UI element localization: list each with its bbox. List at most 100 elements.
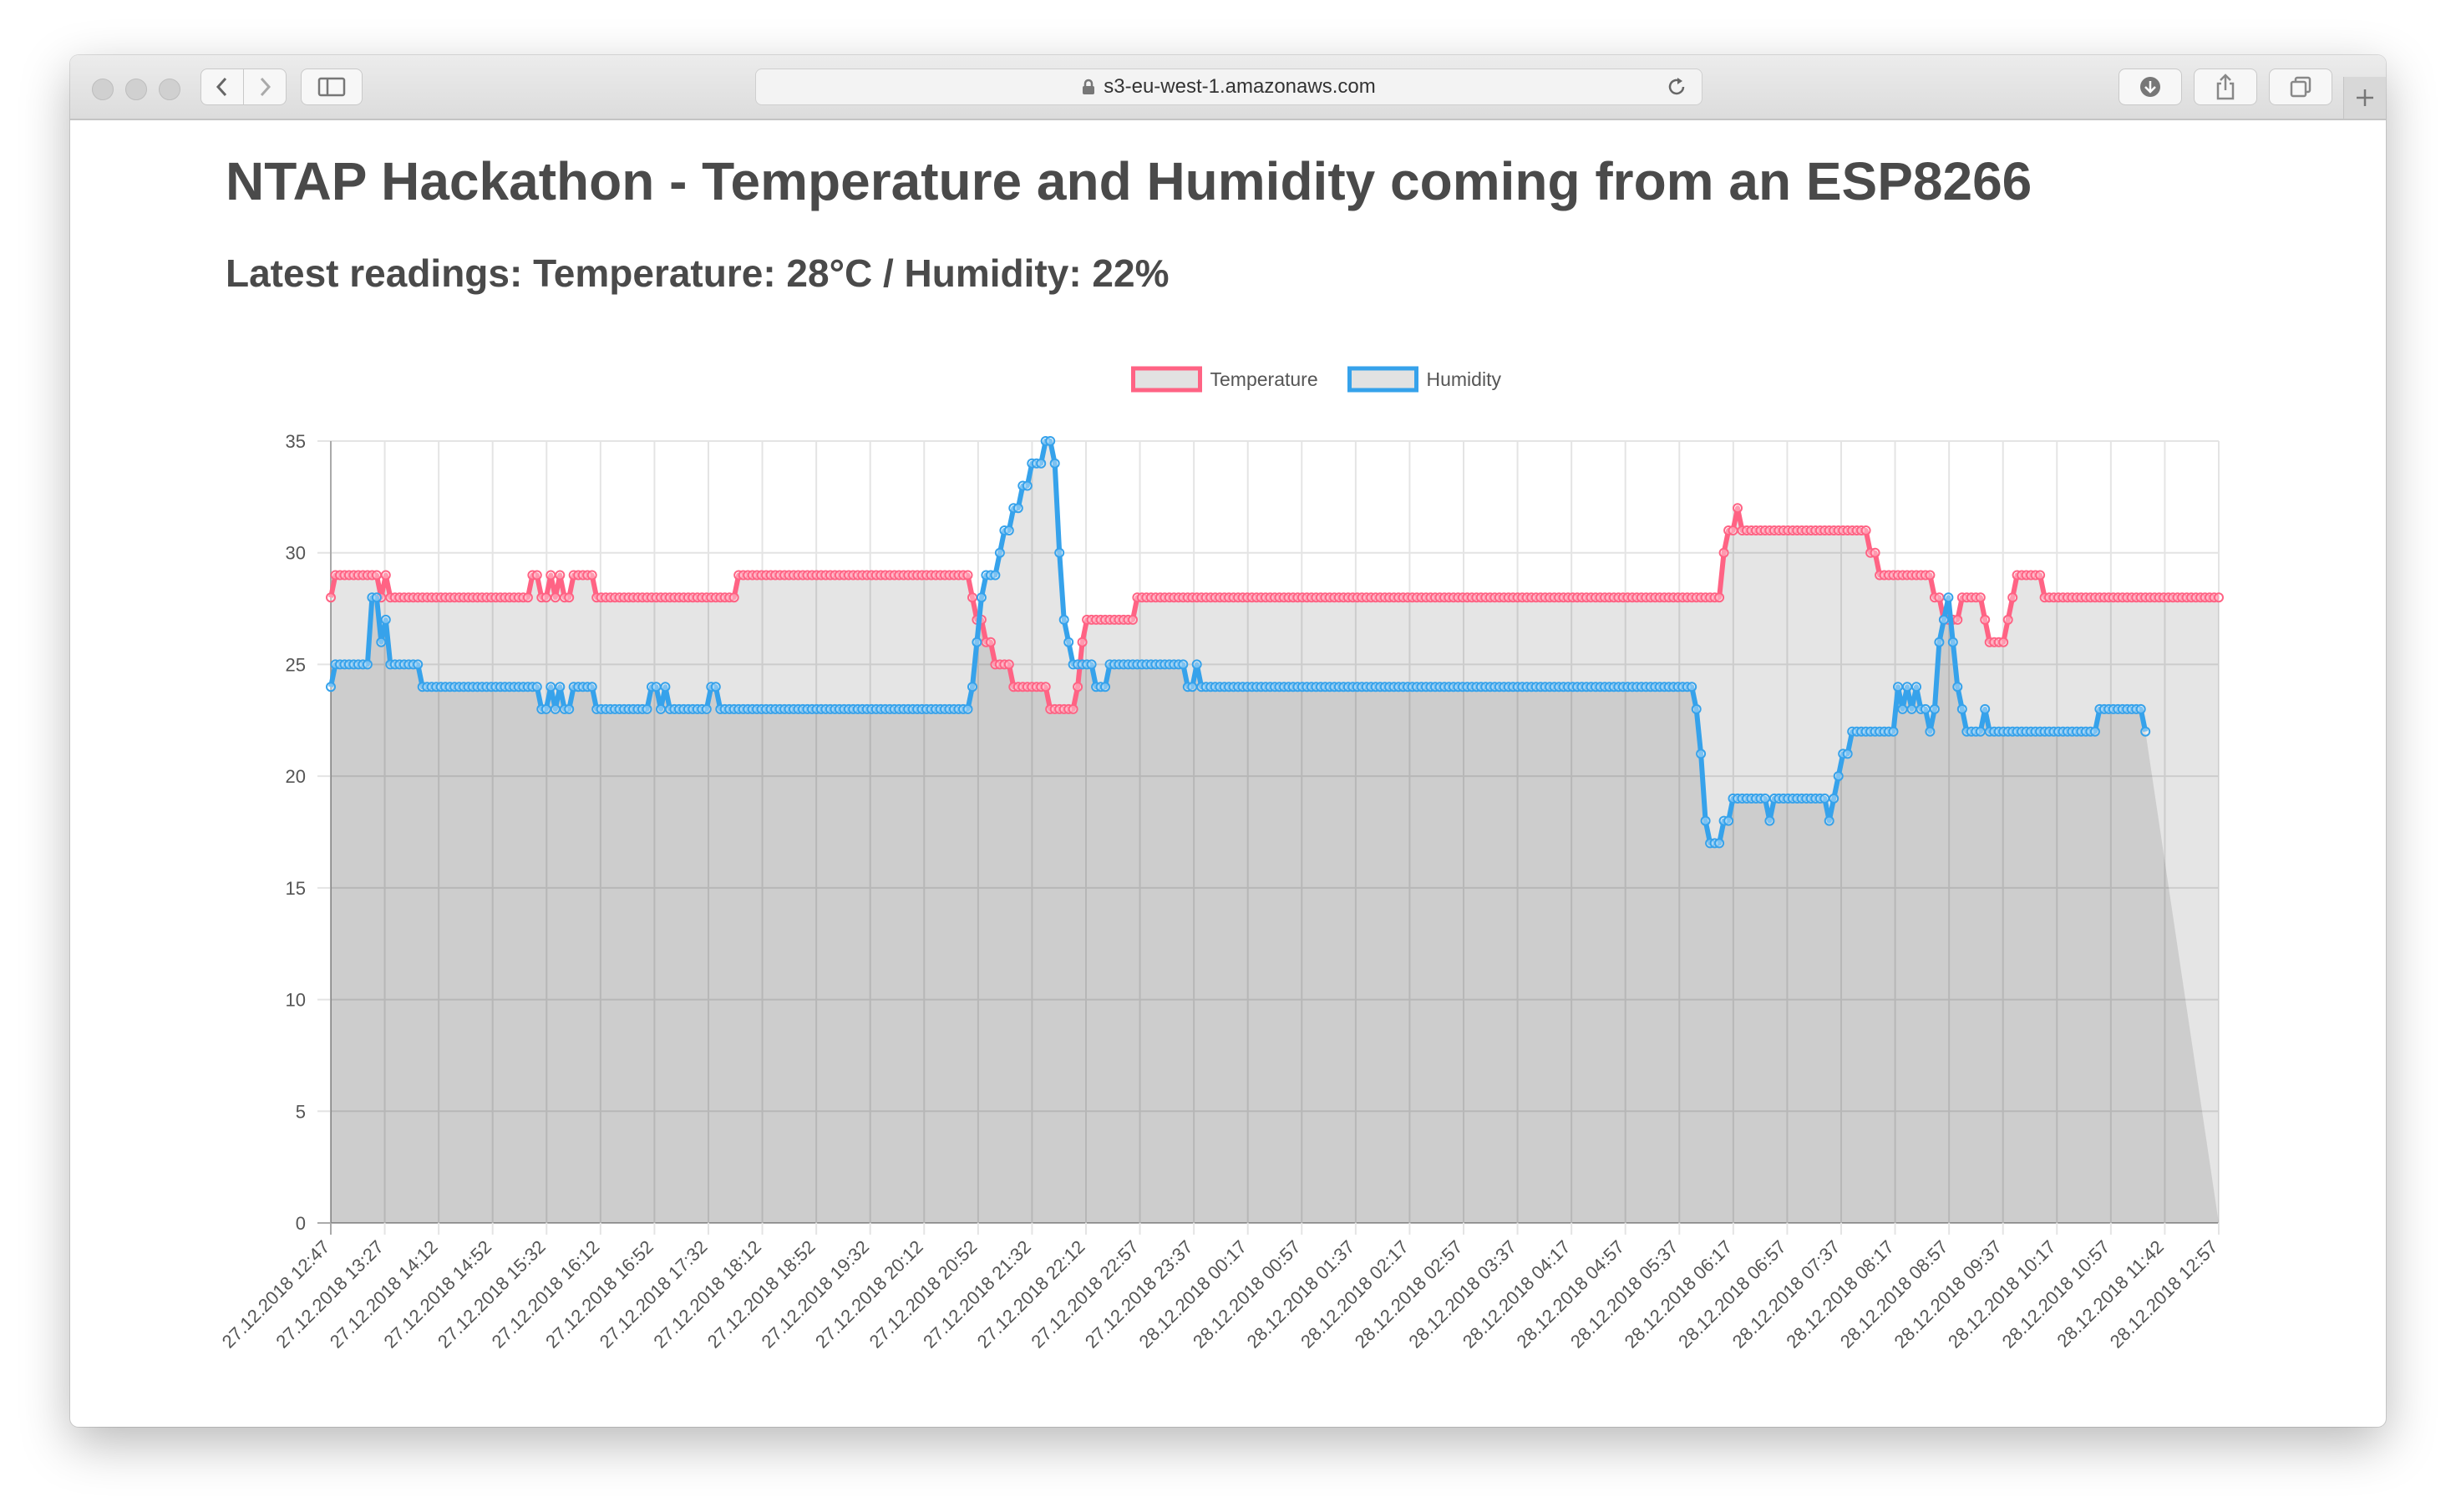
data-point — [1934, 592, 1945, 603]
data-point — [1998, 637, 2009, 647]
data-point — [1925, 570, 1936, 581]
data-point — [1728, 525, 1738, 535]
lock-icon — [1083, 79, 1095, 94]
address-url: s3-eu-west-1.amazonaws.com — [1104, 75, 1376, 98]
data-point — [1860, 525, 1871, 535]
data-point — [2035, 570, 2046, 581]
data-point — [1003, 659, 1014, 670]
series-area — [331, 508, 2219, 1223]
data-point — [371, 570, 382, 581]
y-tick-label: 20 — [286, 766, 306, 787]
data-point — [564, 703, 575, 714]
data-point — [1714, 592, 1725, 603]
y-tick-label: 10 — [286, 990, 306, 1011]
data-point — [990, 570, 1001, 581]
data-point — [1947, 637, 1958, 647]
tabs-overview-button[interactable] — [2269, 68, 2332, 105]
y-tick-label: 0 — [296, 1213, 306, 1234]
data-point — [967, 592, 977, 603]
data-point — [1824, 815, 1834, 826]
forward-button[interactable] — [243, 68, 287, 105]
zoom-window-button[interactable] — [159, 79, 180, 100]
data-point — [555, 570, 566, 581]
data-point — [1943, 592, 1954, 603]
reload-icon[interactable] — [1665, 75, 1688, 99]
data-point — [1178, 659, 1189, 670]
data-point — [1068, 703, 1078, 714]
address-bar[interactable]: s3-eu-west-1.amazonaws.com — [755, 68, 1702, 105]
data-point — [1128, 614, 1138, 625]
data-point — [1897, 703, 1908, 714]
data-point — [962, 570, 973, 581]
tabs-icon — [2290, 76, 2311, 98]
y-tick-label: 30 — [286, 543, 306, 564]
data-point — [545, 682, 556, 693]
data-point — [976, 592, 987, 603]
data-point — [651, 682, 662, 693]
data-point — [1187, 682, 1198, 693]
data-point — [380, 570, 391, 581]
minimize-window-button[interactable] — [125, 79, 147, 100]
data-point — [967, 682, 977, 693]
page-title: NTAP Hackathon - Temperature and Humidit… — [226, 151, 2032, 211]
data-point — [550, 592, 561, 603]
data-point — [1952, 614, 1963, 625]
close-window-button[interactable] — [92, 79, 114, 100]
data-point — [710, 682, 721, 693]
data-point — [1842, 748, 1853, 759]
downloads-button[interactable] — [2119, 68, 2182, 105]
data-point — [1920, 703, 1931, 714]
data-point — [1888, 726, 1899, 737]
data-point — [564, 592, 575, 603]
browser-toolbar: s3-eu-west-1.amazonaws.com — [70, 55, 2386, 120]
data-point — [1040, 682, 1051, 693]
data-point — [326, 682, 336, 693]
data-point — [1003, 525, 1014, 535]
data-point — [2089, 726, 2100, 737]
legend-label: Humidity — [1427, 368, 1502, 390]
data-point — [380, 614, 391, 625]
data-point — [555, 682, 566, 693]
data-point — [1700, 815, 1711, 826]
data-point — [1952, 682, 1963, 693]
data-point — [550, 703, 561, 714]
data-point — [962, 703, 973, 714]
data-point — [656, 703, 666, 714]
data-point — [1696, 748, 1707, 759]
data-point — [326, 592, 336, 603]
data-point — [1929, 703, 1940, 714]
data-point — [371, 592, 382, 603]
data-point — [1718, 547, 1729, 558]
data-point — [642, 703, 652, 714]
data-point — [1022, 480, 1033, 491]
data-point — [522, 592, 533, 603]
y-tick-label: 35 — [286, 431, 306, 452]
share-button[interactable] — [2194, 68, 2257, 105]
sidebar-icon — [317, 77, 346, 97]
data-point — [540, 703, 551, 714]
data-point — [2135, 703, 2146, 714]
y-tick-label: 25 — [286, 654, 306, 675]
data-point — [1086, 659, 1097, 670]
data-point — [1036, 458, 1047, 469]
data-point — [1829, 793, 1839, 804]
data-point — [531, 570, 542, 581]
download-icon — [2140, 77, 2160, 97]
data-point — [728, 592, 739, 603]
data-point — [1191, 659, 1202, 670]
data-point — [1063, 637, 1074, 647]
back-button[interactable] — [200, 68, 244, 105]
data-point — [1723, 815, 1734, 826]
y-tick-label: 15 — [286, 878, 306, 899]
data-point — [540, 592, 551, 603]
data-point — [2214, 592, 2224, 603]
data-point — [1058, 614, 1069, 625]
plus-icon — [2357, 89, 2373, 106]
data-point — [362, 659, 373, 670]
new-tab-button[interactable] — [2343, 77, 2386, 119]
data-point — [1893, 682, 1903, 693]
data-point — [1691, 703, 1702, 714]
sidebar-toggle-button[interactable] — [301, 68, 363, 105]
data-point — [1980, 703, 1991, 714]
data-point — [1906, 703, 1917, 714]
